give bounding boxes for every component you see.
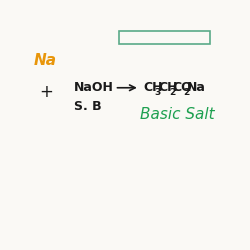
Text: NaOH: NaOH [74,81,114,94]
Text: Basic Salt: Basic Salt [140,107,214,122]
Text: 3: 3 [154,88,160,97]
Text: +: + [39,82,53,100]
FancyBboxPatch shape [120,31,210,44]
Text: CO: CO [173,81,193,94]
Text: CH: CH [158,81,178,94]
Text: Na: Na [187,81,206,94]
Text: 2: 2 [169,88,175,97]
Text: CH: CH [144,81,163,94]
Text: 2: 2 [183,88,190,97]
Text: S. B: S. B [74,100,102,114]
Text: Na: Na [33,53,56,68]
